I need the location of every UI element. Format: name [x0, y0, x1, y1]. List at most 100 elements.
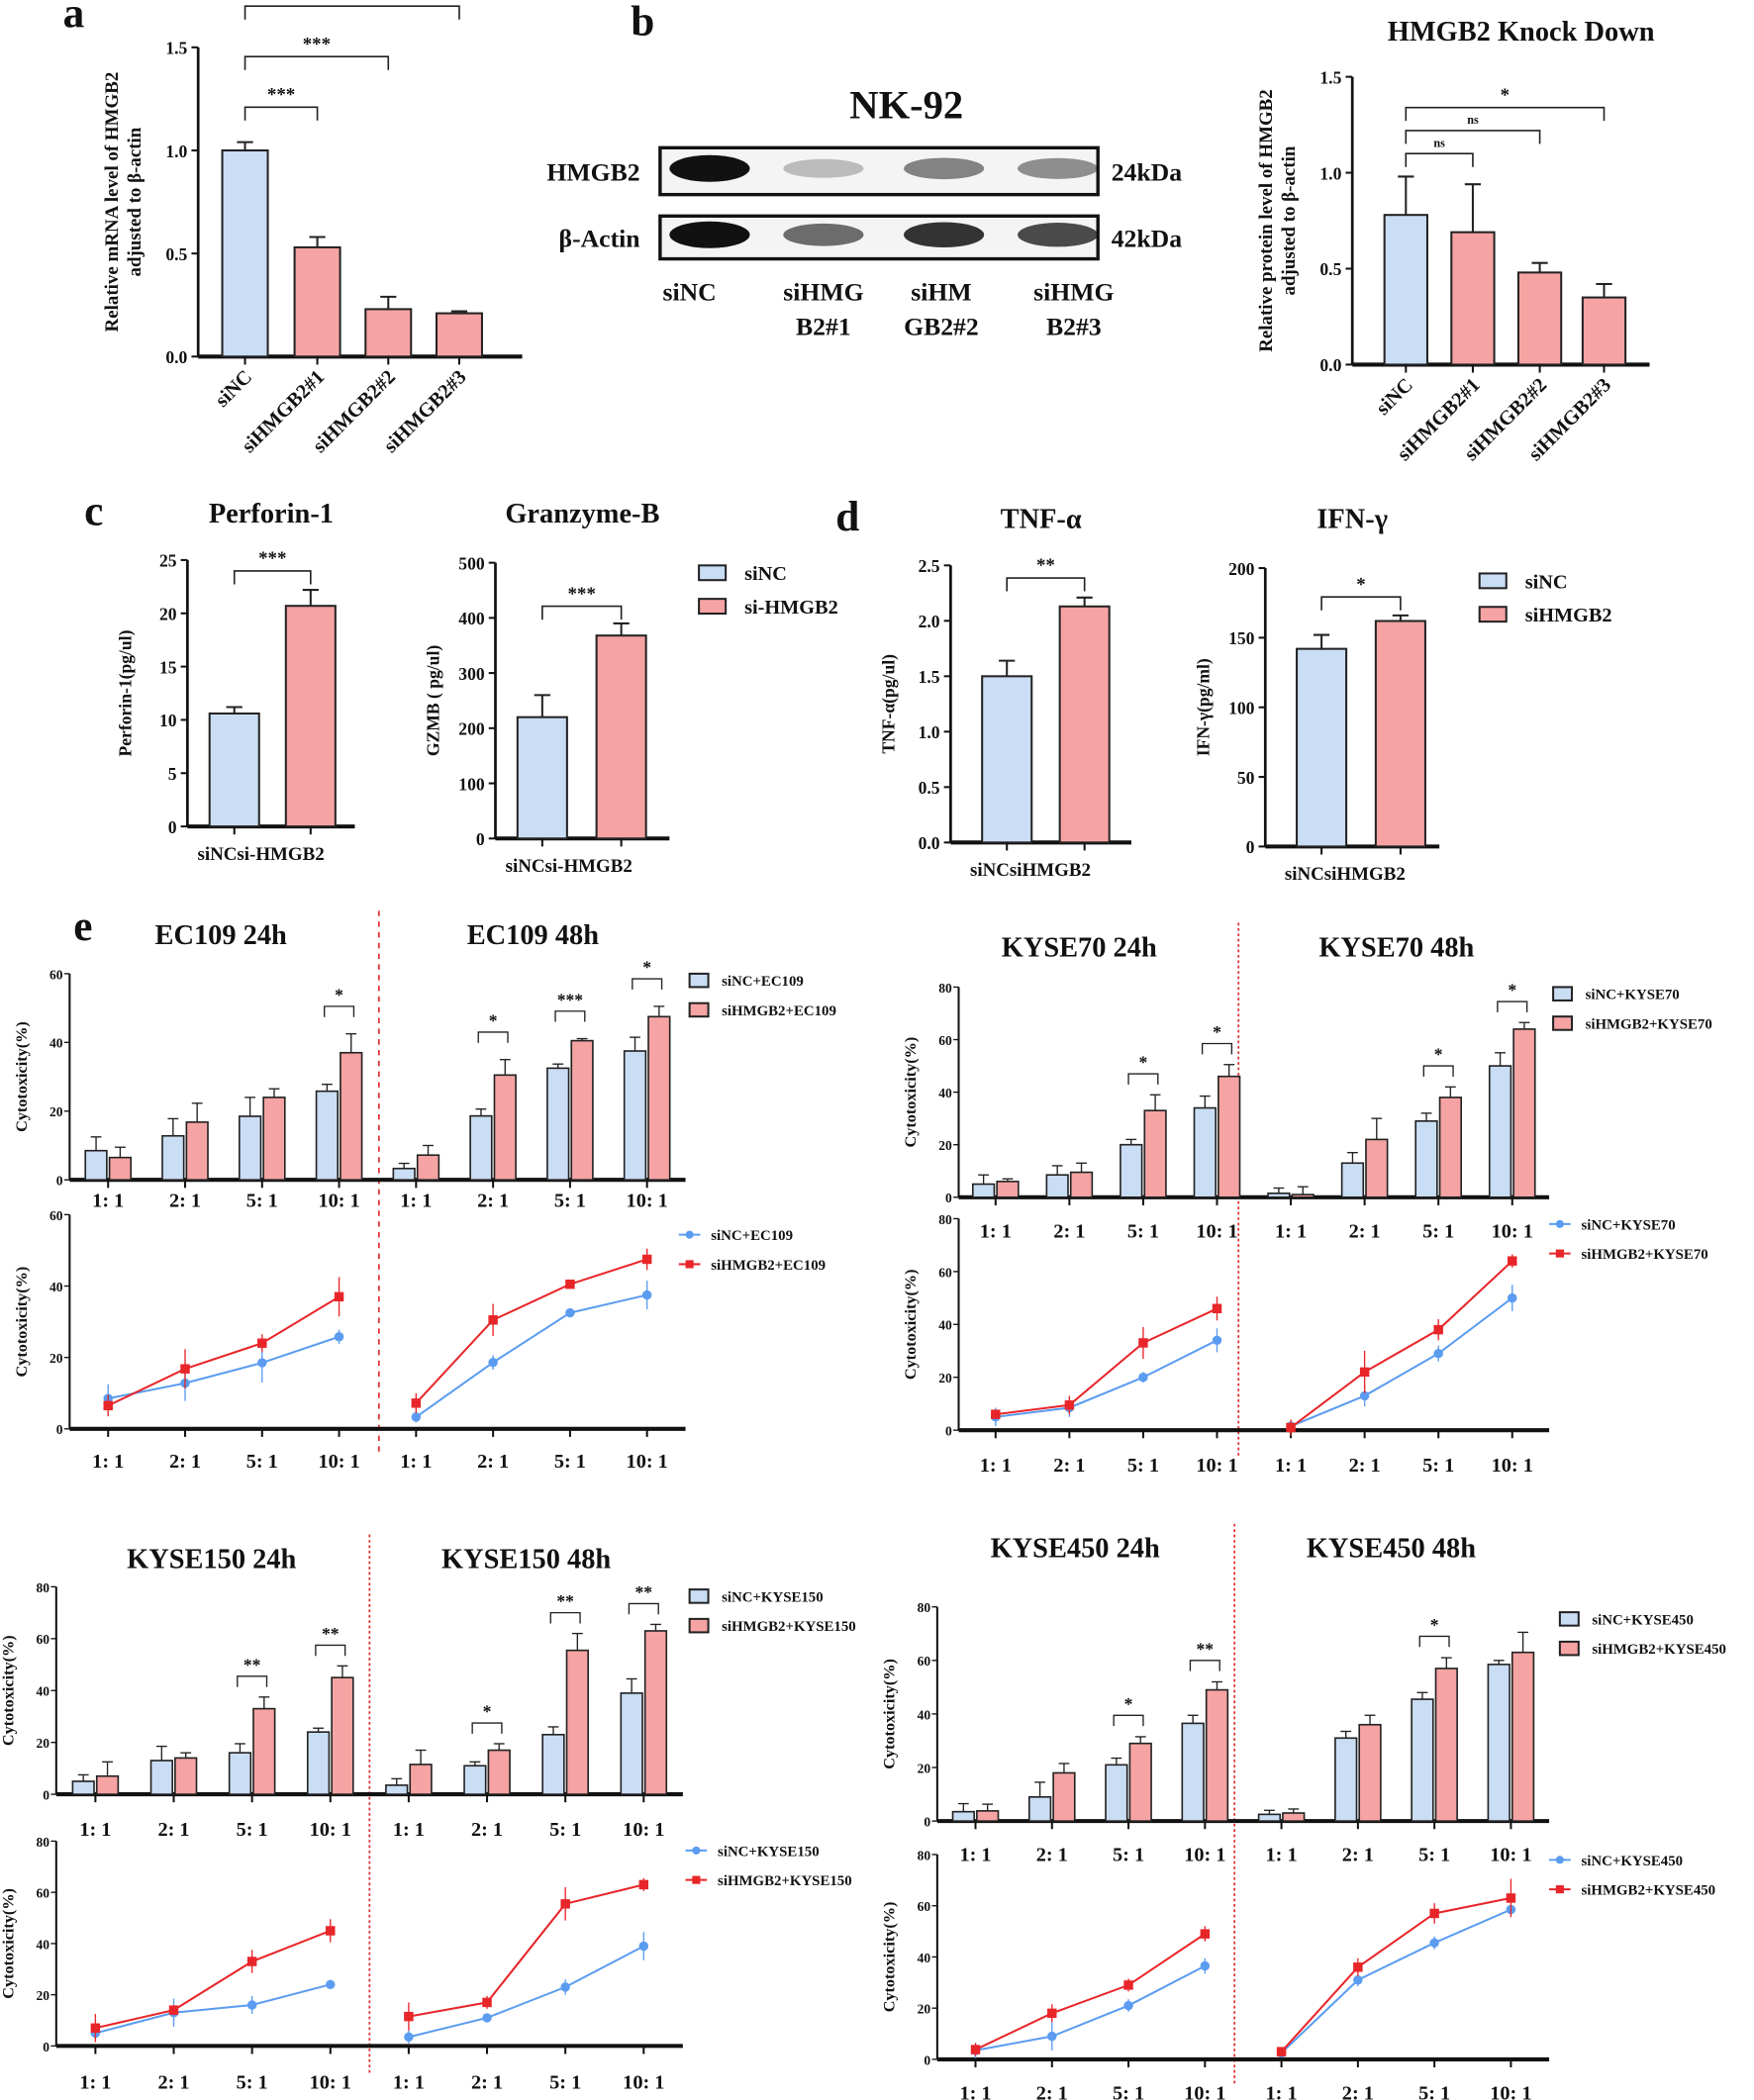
- point-siNC: [482, 2013, 492, 2023]
- legend-label: siHMGB2+KYSE450: [1592, 1642, 1726, 1658]
- chart-c1: 0 5 10 15 20 25 Perforin-1 Perforin-1(pg/ul) siN…: [116, 499, 355, 865]
- y-axis-label: Cytotoxicity(%): [902, 1037, 920, 1148]
- legend-d: siNC siHMGB2: [1478, 571, 1612, 626]
- bar-siNC: [238, 1115, 262, 1182]
- x-tick-label: 10: 1: [310, 1819, 351, 1841]
- y-tick-label: 0: [945, 1424, 952, 1439]
- significance-label: *: [1139, 1053, 1148, 1073]
- y-axis-label: Cytotoxicity(%): [902, 1269, 920, 1380]
- panel-title: EC109 48h: [467, 920, 600, 951]
- y-tick-label: 1.0: [919, 722, 940, 742]
- point-siNC: [1047, 2031, 1057, 2042]
- x-tick-label: 2: 1: [477, 1451, 509, 1473]
- x-tick-label: 10: 1: [1490, 2082, 1531, 2100]
- blot-size-label: 24kDa: [1112, 157, 1183, 186]
- point-siHMGB2: [1064, 1400, 1075, 1410]
- point-siNC: [1200, 1960, 1211, 1971]
- x-tick-label: 2: 1: [477, 1190, 509, 1211]
- legend-label: siNC+EC109: [722, 974, 804, 990]
- protein-band: [904, 222, 985, 247]
- cytotoxicity-EC109: EC109 24h EC109 48h 0 20 40 60 Cytotoxicity(%)…: [13, 910, 836, 1473]
- panel-title: KYSE70 48h: [1318, 932, 1474, 963]
- y-tick-label: 200: [458, 719, 485, 739]
- protein-band: [783, 158, 864, 178]
- panel-label-a: a: [63, 0, 85, 38]
- x-tick-label: 2: 1: [1036, 2082, 1068, 2100]
- point-siHMGB2: [326, 1926, 336, 1936]
- x-tick-label: 5: 1: [1422, 1455, 1454, 1477]
- significance-label: ns: [1467, 113, 1479, 127]
- point-siNC: [560, 1982, 570, 1992]
- bar-siHMGB2: [1052, 1771, 1076, 1822]
- point-siNC: [411, 1412, 422, 1422]
- bar-siHMGB2: [174, 1757, 198, 1795]
- legend-lines: siNC+KYSE150 siHMGB2+KYSE150: [685, 1844, 852, 1889]
- x-tick-label: 1: 1: [959, 2082, 991, 2100]
- bar-siNC: [71, 1780, 95, 1795]
- bar-siNC: [623, 1050, 647, 1182]
- significance-bracket: [477, 1031, 509, 1043]
- bar-si-HMGB2: [284, 605, 337, 828]
- line-siNC: [1290, 1296, 1513, 1428]
- legend-swatch: [688, 1617, 710, 1634]
- bar-siHMGB2#2: [364, 308, 413, 358]
- legend-label: siNC+KYSE450: [1582, 1854, 1684, 1869]
- point-siNC: [1138, 1372, 1148, 1383]
- legend-marker: [692, 1846, 701, 1855]
- y-tick-label: 20: [37, 1736, 50, 1751]
- y-tick-label: 0: [1246, 837, 1255, 857]
- y-tick-label: 60: [49, 967, 63, 982]
- significance-label: **: [1197, 1639, 1215, 1659]
- bar-siHMGB2: [1365, 1138, 1389, 1198]
- y-tick-label: 1.5: [165, 39, 187, 58]
- bar-siNC: [1487, 1664, 1510, 1822]
- x-tick-label: 10: 1: [1196, 1455, 1237, 1477]
- y-tick-label: 80: [938, 1212, 952, 1227]
- point-siHMGB2: [1359, 1367, 1370, 1378]
- significance-label: *: [1434, 1045, 1443, 1065]
- legend-swatch: [1552, 986, 1574, 1002]
- legend-label: si-HMGB2: [744, 597, 838, 619]
- bar-siNC: [951, 1810, 975, 1822]
- x-tick-label: 5: 1: [1113, 1845, 1144, 1866]
- lane-label: siNC: [663, 278, 717, 307]
- x-tick-label: 10: 1: [1184, 2082, 1225, 2100]
- x-tick-label: 10: 1: [310, 2072, 351, 2094]
- line-siHMGB2: [1290, 1260, 1513, 1429]
- legend-bars: siNC+KYSE150 siHMGB2+KYSE150: [688, 1588, 856, 1635]
- point-siHMGB2: [638, 1879, 649, 1890]
- significance-bracket: [233, 570, 312, 585]
- bar-siHMGB2: [565, 1649, 589, 1795]
- x-tick-label: 10: 1: [318, 1190, 359, 1211]
- y-tick-label: 1.5: [919, 667, 940, 687]
- x-tick-label: 2: 1: [169, 1190, 201, 1211]
- y-tick-label: 60: [918, 1654, 931, 1669]
- legend-swatch: [1478, 572, 1508, 590]
- x-tick-label: 2: 1: [157, 1819, 189, 1841]
- point-siNC: [488, 1357, 498, 1368]
- y-tick-label: 40: [918, 1951, 931, 1965]
- bar-siNC: [1181, 1722, 1205, 1822]
- panel-label-e: e: [73, 903, 92, 950]
- significance-bracket: [1006, 577, 1086, 592]
- bar-siHMGB2: [996, 1181, 1020, 1198]
- line-siNC: [995, 1339, 1218, 1418]
- y-tick-label: 0: [924, 1815, 930, 1830]
- bar-siHMGB2: [1143, 1109, 1167, 1198]
- bar-siNC: [1488, 1065, 1512, 1198]
- y-tick-label: 0: [43, 1787, 49, 1802]
- chart-title: HMGB2 Knock Down: [1388, 17, 1655, 48]
- bar-siNC: [1334, 1737, 1358, 1822]
- y-tick-label: 100: [1228, 698, 1255, 717]
- bar-siHMGB2#2: [1516, 271, 1563, 366]
- bar-siNC: [84, 1149, 108, 1182]
- bar-siNC: [1411, 1698, 1434, 1822]
- blot-protein-label: HMGB2: [546, 157, 639, 186]
- y-tick-label: 60: [49, 1208, 63, 1223]
- legend-marker: [1555, 1885, 1564, 1894]
- legend-label: siHMGB2+KYSE150: [718, 1873, 852, 1889]
- panel-title: KYSE150 48h: [441, 1544, 611, 1575]
- y-tick-label: 20: [49, 1104, 63, 1119]
- point-siNC: [257, 1358, 267, 1368]
- y-tick-label: 0: [168, 817, 177, 837]
